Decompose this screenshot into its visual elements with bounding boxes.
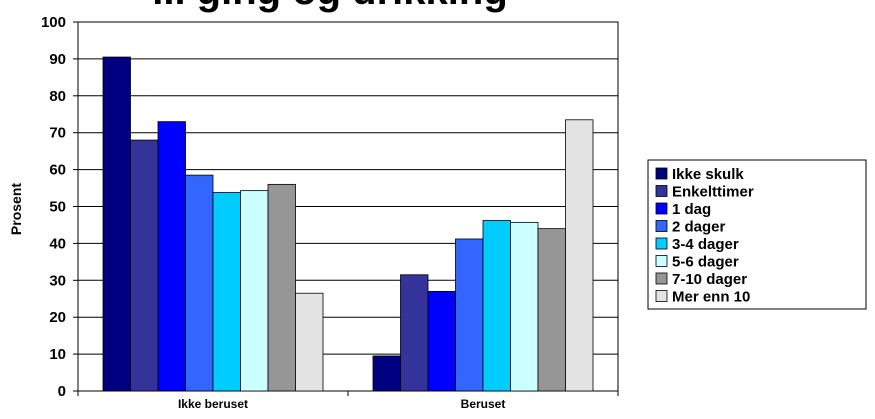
y-axis-title: Prosent [8, 183, 24, 235]
bar [267, 183, 296, 392]
legend-label: Mer enn 10 [672, 289, 750, 306]
legend-label: 2 dager [672, 219, 726, 236]
legend-label: 1 dag [672, 201, 711, 218]
y-tick-label: 50 [49, 199, 66, 216]
bar [510, 221, 539, 392]
y-tick-label: 90 [49, 51, 66, 68]
legend-label: 5-6 dager [672, 254, 739, 271]
chart-title: ... ging og drikking [152, 0, 508, 13]
y-tick-label: 10 [49, 346, 66, 363]
legend-label: 7-10 dager [672, 271, 747, 288]
x-tick-label: Ikke beruset [178, 397, 248, 411]
legend-label: Enkelttimer [672, 184, 754, 201]
bar [400, 274, 429, 392]
y-tick-label: 100 [41, 14, 66, 31]
y-tick-label: 40 [49, 235, 66, 252]
bar [482, 220, 511, 392]
legend-swatch [655, 202, 668, 215]
legend-label: 3-4 dager [672, 236, 739, 253]
bar [130, 139, 159, 392]
bar [427, 290, 456, 392]
y-tick-label: 70 [49, 125, 66, 142]
bar [102, 56, 131, 392]
bar [455, 238, 484, 392]
legend-box [647, 159, 867, 310]
legend-swatch [655, 167, 668, 180]
legend-swatch [655, 255, 668, 267]
y-tick-label: 30 [49, 272, 66, 289]
bar [295, 292, 324, 392]
legend-swatch [655, 237, 668, 250]
y-tick-label: 80 [49, 88, 66, 105]
y-tick-label: 20 [49, 309, 66, 326]
legend-swatch [655, 220, 668, 232]
x-tick-label: Beruset [461, 397, 506, 411]
bar [537, 228, 566, 392]
bar [565, 119, 594, 392]
legend-label: Ikke skulk [672, 166, 744, 183]
bar [185, 174, 214, 392]
bar [240, 190, 269, 392]
bar [212, 192, 241, 392]
legend-swatch [655, 272, 668, 285]
bar [157, 121, 186, 392]
bar [372, 355, 401, 392]
legend-swatch [655, 290, 668, 302]
y-tick-label: 60 [49, 162, 66, 179]
legend-swatch [655, 185, 668, 197]
y-tick-label: 0 [58, 383, 66, 400]
